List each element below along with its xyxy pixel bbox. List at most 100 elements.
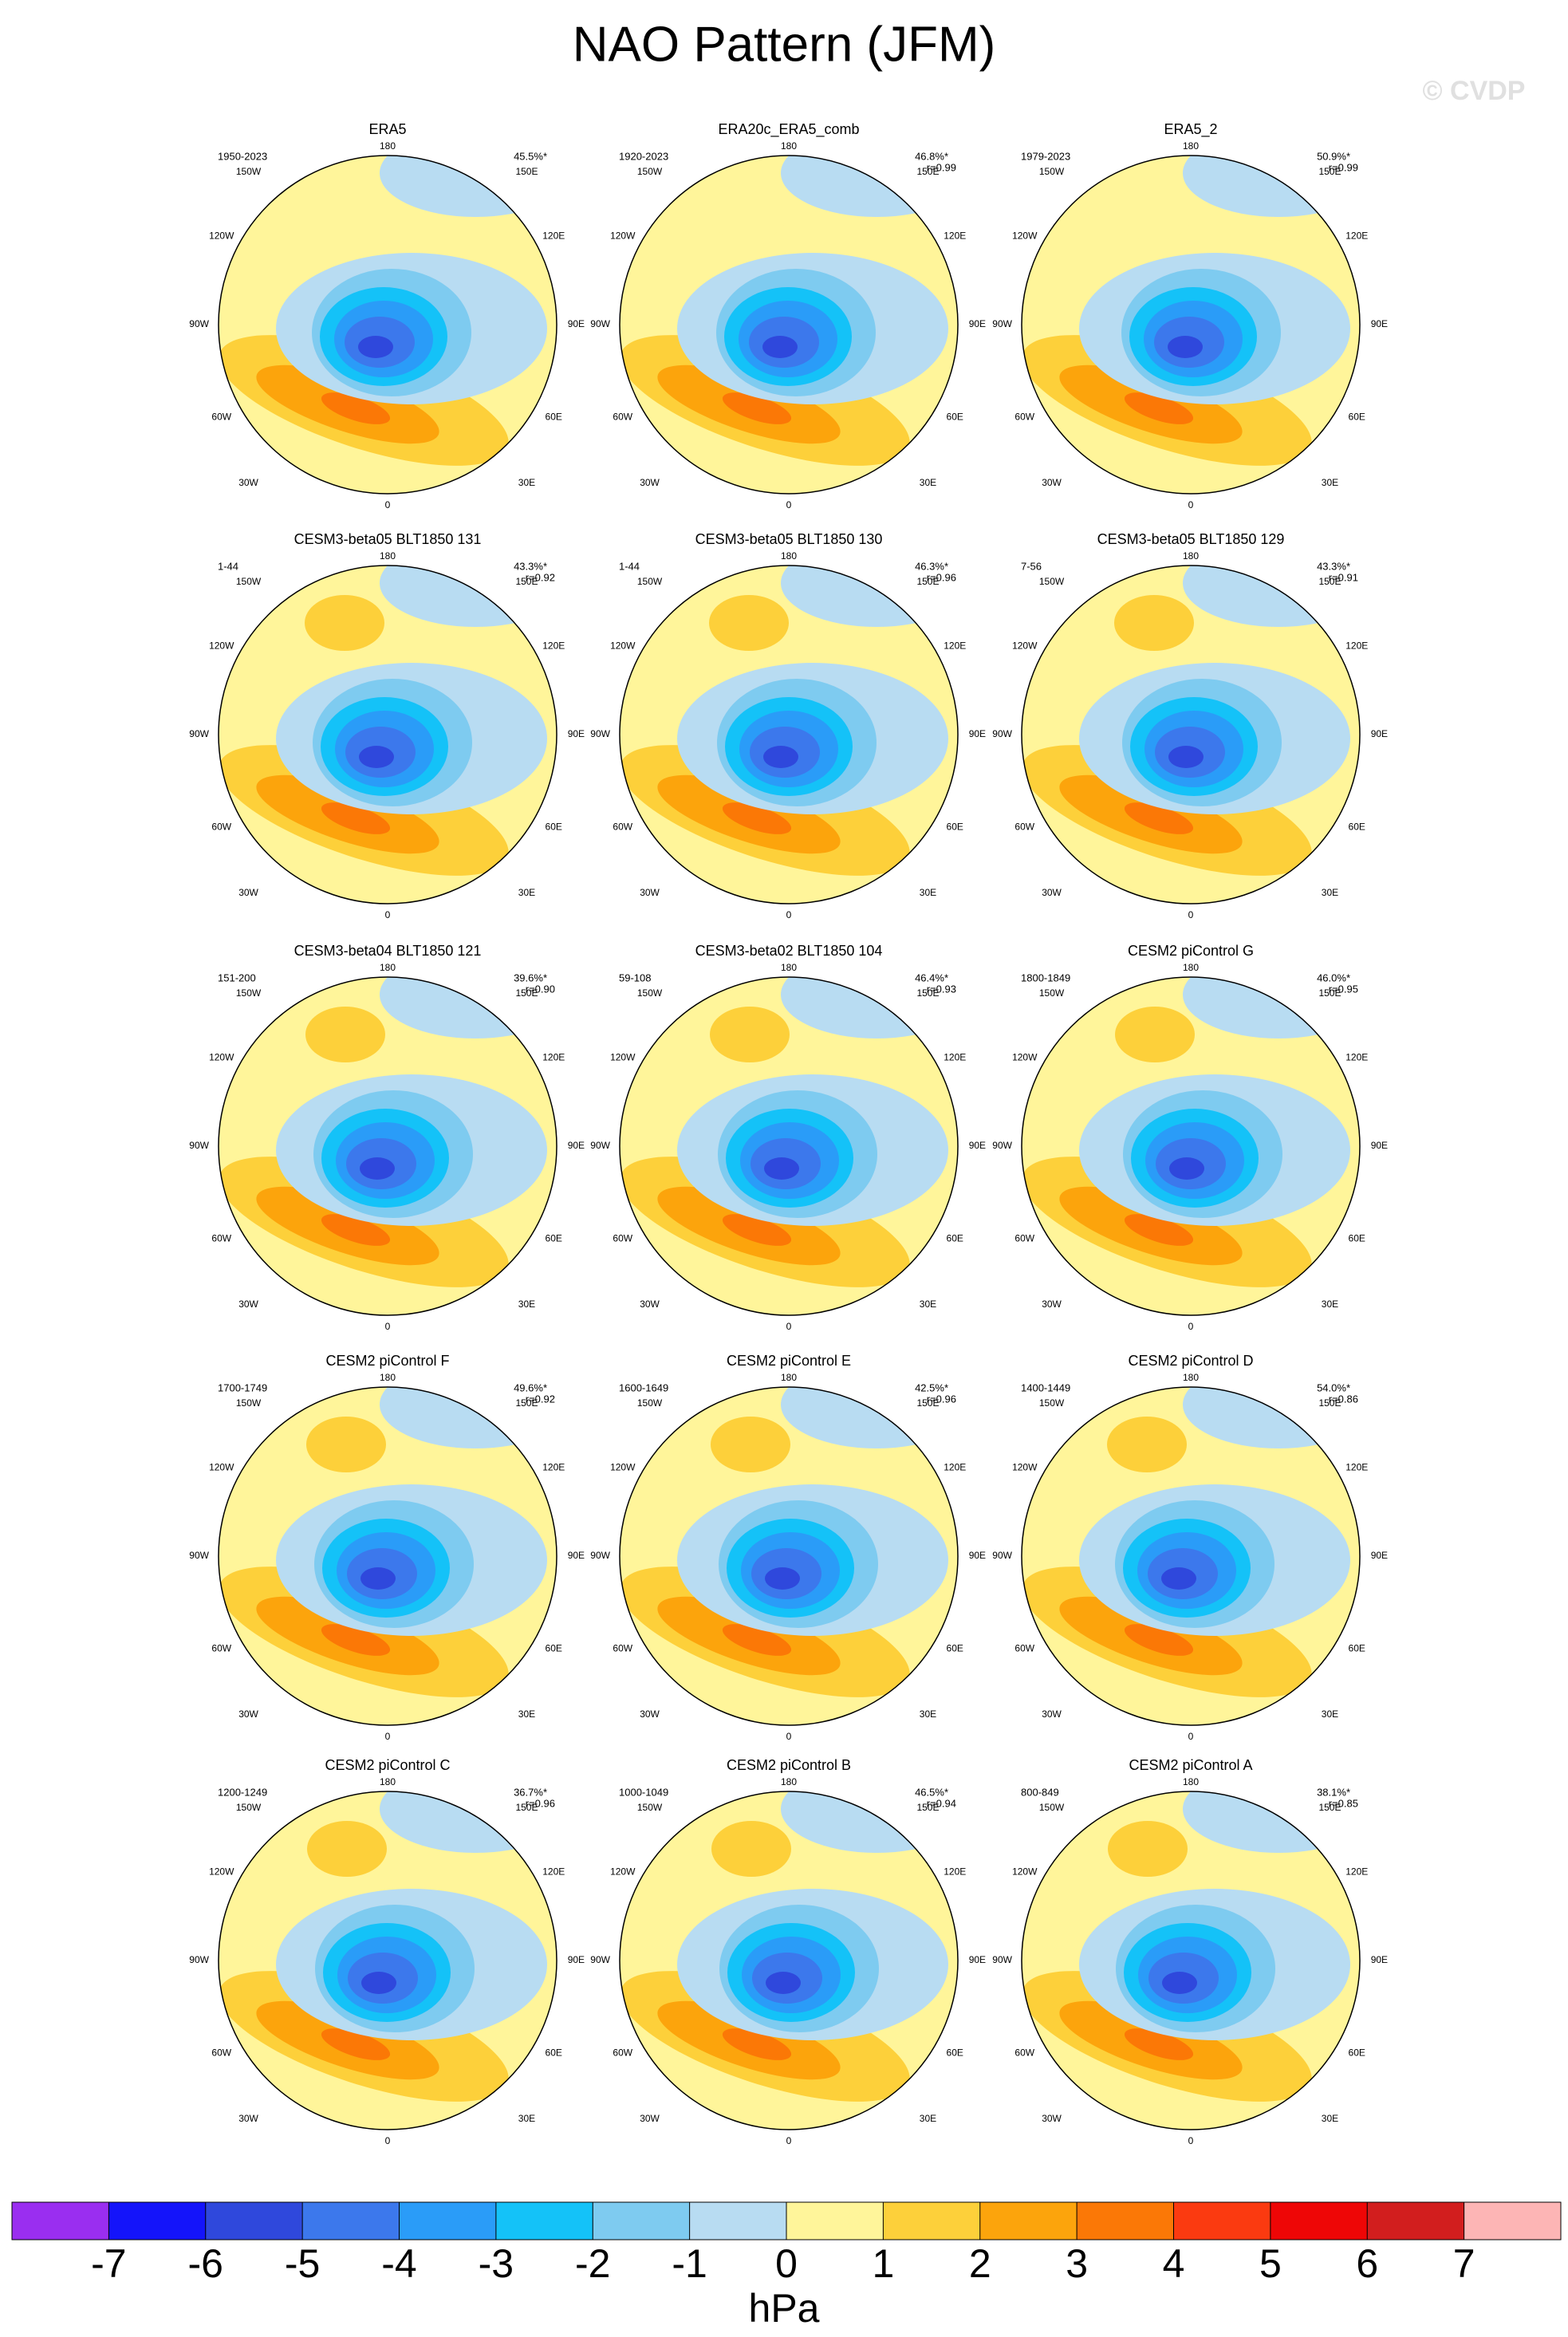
longitude-label: 30E bbox=[518, 887, 535, 898]
longitude-label: 90E bbox=[568, 1550, 585, 1561]
field-shade bbox=[722, 392, 792, 424]
longitude-label: 120W bbox=[209, 1461, 234, 1472]
longitude-label: 120E bbox=[1345, 1461, 1368, 1472]
longitude-label: 180 bbox=[380, 1372, 396, 1383]
map-panel bbox=[620, 566, 958, 904]
longitude-label: 120E bbox=[542, 640, 565, 651]
longitude-label: 90W bbox=[992, 728, 1012, 739]
map-panel bbox=[219, 1791, 557, 2130]
panel-title: CESM2 piControl G bbox=[1128, 943, 1254, 959]
longitude-label: 90W bbox=[590, 1140, 610, 1151]
field-shade bbox=[306, 1417, 386, 1472]
field-shade bbox=[380, 156, 557, 217]
longitude-label: 90E bbox=[1371, 1140, 1388, 1151]
correlation-label: r=0.96 bbox=[526, 1797, 555, 1809]
longitude-label: 30E bbox=[518, 1299, 535, 1310]
longitude-label: 180 bbox=[1183, 1776, 1199, 1787]
longitude-label: 60E bbox=[546, 2047, 562, 2058]
longitude-label: 30W bbox=[640, 2113, 660, 2124]
longitude-label: 150E bbox=[916, 576, 939, 587]
longitude-label: 120W bbox=[209, 230, 234, 241]
longitude-label: 120E bbox=[944, 230, 966, 241]
field-shade bbox=[360, 1567, 396, 1590]
correlation-label: r=0.96 bbox=[927, 571, 956, 583]
field-shade bbox=[359, 746, 394, 768]
longitude-label: 60W bbox=[211, 411, 231, 422]
colorbar-tick-label: -3 bbox=[479, 2241, 514, 2286]
longitude-label: 30E bbox=[518, 2113, 535, 2124]
map-panel bbox=[1022, 977, 1360, 1315]
longitude-label: 90E bbox=[969, 1140, 986, 1151]
figure-title: NAO Pattern (JFM) bbox=[573, 17, 996, 72]
longitude-label: 150W bbox=[1039, 1397, 1065, 1409]
longitude-label: 180 bbox=[781, 962, 797, 973]
map-outline bbox=[1021, 1386, 1361, 1726]
longitude-label: 90W bbox=[189, 318, 209, 329]
map-outline bbox=[619, 1386, 959, 1726]
longitude-label: 180 bbox=[1183, 140, 1199, 152]
longitude-label: 120W bbox=[1012, 640, 1038, 651]
map-panel bbox=[620, 977, 958, 1315]
longitude-label: 90W bbox=[992, 318, 1012, 329]
longitude-label: 150W bbox=[637, 987, 663, 999]
longitude-label: 60W bbox=[613, 1642, 632, 1653]
field-shade bbox=[1124, 1624, 1194, 1656]
correlation-label: r=0.92 bbox=[526, 571, 555, 583]
longitude-label: 180 bbox=[380, 140, 396, 152]
colorbar-box bbox=[786, 2202, 884, 2240]
longitude-label: 30W bbox=[1042, 1708, 1062, 1720]
map-panel bbox=[1022, 566, 1360, 904]
colorbar-box bbox=[108, 2202, 206, 2240]
field-shade bbox=[1107, 1417, 1187, 1472]
longitude-label: 60E bbox=[1349, 1232, 1365, 1243]
longitude-label: 0 bbox=[786, 909, 792, 920]
longitude-label: 30W bbox=[238, 477, 258, 488]
map-outline bbox=[1021, 976, 1361, 1316]
longitude-label: 0 bbox=[385, 499, 391, 510]
correlation-label: r=0.99 bbox=[927, 161, 956, 173]
period-label: 7-56 bbox=[1021, 560, 1042, 572]
correlation-label: r=0.91 bbox=[1329, 571, 1358, 583]
variance-label: 36.7%* bbox=[514, 1786, 547, 1798]
longitude-label: 90W bbox=[189, 728, 209, 739]
longitude-label: 30E bbox=[920, 477, 936, 488]
longitude-label: 0 bbox=[786, 2135, 792, 2146]
longitude-label: 150W bbox=[637, 576, 663, 587]
map-panel bbox=[620, 1791, 958, 2130]
longitude-label: 150W bbox=[236, 1802, 262, 1813]
longitude-label: 90E bbox=[1371, 1550, 1388, 1561]
map-outline bbox=[218, 1386, 557, 1726]
colorbar-tick-label: 4 bbox=[1163, 2241, 1185, 2286]
longitude-label: 30E bbox=[1322, 1299, 1338, 1310]
longitude-label: 150W bbox=[236, 987, 262, 999]
panel-title: CESM2 piControl E bbox=[727, 1353, 851, 1369]
longitude-label: 90E bbox=[969, 728, 986, 739]
longitude-label: 60E bbox=[1349, 821, 1365, 832]
panel-title: CESM3-beta04 BLT1850 121 bbox=[294, 943, 482, 959]
variance-label: 46.8%* bbox=[915, 150, 948, 162]
colorbar-tick-label: -6 bbox=[188, 2241, 223, 2286]
variance-label: 43.3%* bbox=[514, 560, 547, 572]
longitude-label: 30W bbox=[640, 1708, 660, 1720]
longitude-label: 0 bbox=[1188, 909, 1194, 920]
map-outline bbox=[619, 155, 959, 495]
longitude-label: 150E bbox=[1318, 166, 1341, 177]
longitude-label: 60W bbox=[1014, 2047, 1034, 2058]
longitude-label: 30E bbox=[920, 887, 936, 898]
field-shade bbox=[361, 1972, 396, 1994]
panel-title: CESM3-beta05 BLT1850 130 bbox=[695, 531, 883, 547]
map-panel bbox=[219, 1387, 557, 1725]
period-label: 1800-1849 bbox=[1021, 971, 1070, 983]
longitude-label: 30W bbox=[640, 1299, 660, 1310]
map-panel bbox=[219, 156, 557, 494]
variance-label: 46.0%* bbox=[1317, 971, 1350, 983]
longitude-label: 120W bbox=[610, 1866, 636, 1877]
longitude-label: 90E bbox=[568, 728, 585, 739]
field-shade bbox=[1108, 1821, 1188, 1877]
longitude-label: 120W bbox=[1012, 1461, 1038, 1472]
longitude-label: 120E bbox=[542, 1866, 565, 1877]
period-label: 1-44 bbox=[619, 560, 640, 572]
longitude-label: 0 bbox=[786, 1321, 792, 1332]
longitude-label: 0 bbox=[1188, 2135, 1194, 2146]
field-shade bbox=[1124, 1214, 1194, 1246]
